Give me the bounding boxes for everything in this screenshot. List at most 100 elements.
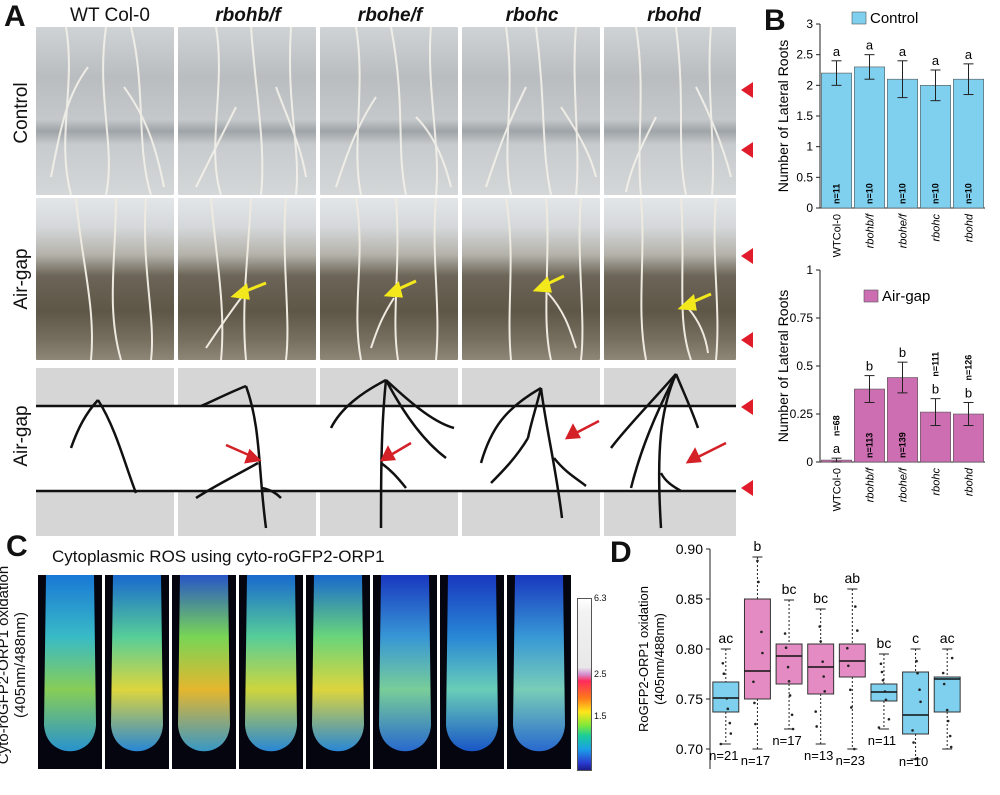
data-point <box>791 727 795 731</box>
y-tick-label: 0.25 <box>790 407 814 421</box>
roGFP-root-images <box>38 575 571 769</box>
y-axis-label-line1: RoGFP2-ORP1 oxidation <box>636 586 651 732</box>
n-label: n=10 <box>931 183 941 204</box>
oxidation-box-plot: 0.70 0.75 0.80 0.85 0.90 RoGFP2-ORP1 oxidatio… <box>636 538 961 769</box>
root-fluorescence <box>379 575 431 752</box>
data-point <box>946 719 950 723</box>
data-point <box>815 725 818 728</box>
y-tick-label: 1 <box>806 140 813 154</box>
y-axis-label: Number of Lateral Roots <box>775 40 791 193</box>
data-point <box>881 678 885 682</box>
panel-d-label: D <box>610 536 632 569</box>
bar <box>920 411 951 463</box>
n-label: n=11 <box>868 733 896 748</box>
data-point <box>948 734 952 738</box>
significance-letter: ac <box>718 630 733 646</box>
control-roots-drawing <box>50 27 732 195</box>
data-point <box>753 701 756 705</box>
panel-c-ylabel: Cyto-roGFP2-ORP1 oxidation (405nm/488nm) <box>0 535 29 795</box>
x-tick-label: rbohb/f <box>865 467 877 502</box>
data-point <box>887 717 891 721</box>
bar <box>887 78 918 209</box>
box <box>775 643 803 685</box>
photo-airgap-rbohc <box>462 198 600 360</box>
y-tick-label: 0.75 <box>790 311 814 325</box>
data-point <box>756 559 759 563</box>
photo-control-rbohd <box>604 27 736 195</box>
n-label: n=23 <box>836 753 865 768</box>
data-point <box>761 651 764 655</box>
n-label: n=17 <box>772 733 801 748</box>
data-point <box>846 646 849 650</box>
y-tick-label: 1.5 <box>796 109 813 123</box>
y-tick-label: 0.80 <box>676 641 703 657</box>
col-header-rbohc: rbohc <box>505 5 559 26</box>
data-point <box>856 629 859 632</box>
x-tick-label: rbohc <box>931 214 943 242</box>
data-point <box>728 721 732 725</box>
marker-triangle <box>741 332 753 348</box>
root-fluorescence <box>178 575 230 752</box>
data-point <box>784 646 788 650</box>
col-header-rbohef: rbohe/f <box>357 5 423 26</box>
airgap-bar-chart: 0 0.25 0.5 0.75 1 Number of Lateral Roots a n=6… <box>775 263 985 511</box>
significance-letter: b <box>899 345 906 360</box>
significance-letter: b <box>965 385 972 400</box>
root-fluorescence <box>312 575 364 752</box>
y-axis-label: RoGFP2-ORP1 oxidation(405nm/488nm) <box>636 586 667 732</box>
y-tick-label: 3 <box>806 17 813 31</box>
data-point <box>821 660 824 663</box>
n-label: n=17 <box>741 753 770 768</box>
col-header-rbohbf: rbohb/f <box>215 5 281 26</box>
significance-letter: a <box>965 47 973 62</box>
box <box>743 598 771 700</box>
data-point <box>787 679 791 683</box>
significance-letter: a <box>833 44 841 59</box>
n-label: n=10 <box>865 183 875 204</box>
root-fluorescence <box>111 575 163 752</box>
n-label: n=13 <box>804 748 833 763</box>
data-point <box>916 671 919 675</box>
col-header-wt: WT Col-0 <box>70 5 150 26</box>
photo-airgap-rbohbf <box>178 198 316 360</box>
y-tick-label: 0.85 <box>676 591 703 607</box>
y-tick-label: 0.90 <box>676 541 703 557</box>
data-point <box>729 732 733 735</box>
data-point <box>949 745 953 749</box>
x-tick-label: rbohd <box>964 213 976 242</box>
box <box>902 671 930 735</box>
data-point <box>854 605 857 608</box>
n-label: n=10 <box>899 754 928 769</box>
y-tick-label: 0 <box>806 201 813 215</box>
n-label: n=21 <box>709 748 738 763</box>
row-label-control: Control <box>11 82 32 144</box>
panel-c-ylabel-line2: (405nm/488nm) <box>12 612 29 718</box>
x-tick-label: rbohd <box>964 467 976 496</box>
significance-letter: a <box>866 38 874 53</box>
legend-swatch <box>863 289 879 303</box>
y-tick-label: 0.5 <box>796 170 813 184</box>
panel-a-label: A <box>4 0 26 33</box>
airgap-schematic-row <box>36 368 736 536</box>
x-tick-label: rbohe/f <box>898 467 910 502</box>
n-label: n=113 <box>865 433 875 458</box>
data-point <box>722 672 726 675</box>
bar <box>953 78 984 209</box>
data-point <box>945 708 949 712</box>
significance-letter: bc <box>782 581 797 597</box>
data-point <box>790 713 794 717</box>
data-point <box>849 688 852 692</box>
control-photo-row <box>36 27 736 195</box>
y-axis-label-line2: (405nm/488nm) <box>652 613 667 705</box>
n-label: n=126 <box>964 355 974 381</box>
data-point <box>950 656 954 660</box>
colorbar-tick-mid: 2.5 <box>594 669 607 679</box>
n-label: n=10 <box>964 183 974 204</box>
data-point <box>915 659 918 663</box>
y-axis-label: Number of Lateral Roots <box>775 290 791 443</box>
data-point <box>752 680 755 684</box>
data-point <box>879 662 883 666</box>
data-point <box>847 664 850 668</box>
significance-letter: ab <box>845 570 861 586</box>
bar <box>920 85 951 209</box>
